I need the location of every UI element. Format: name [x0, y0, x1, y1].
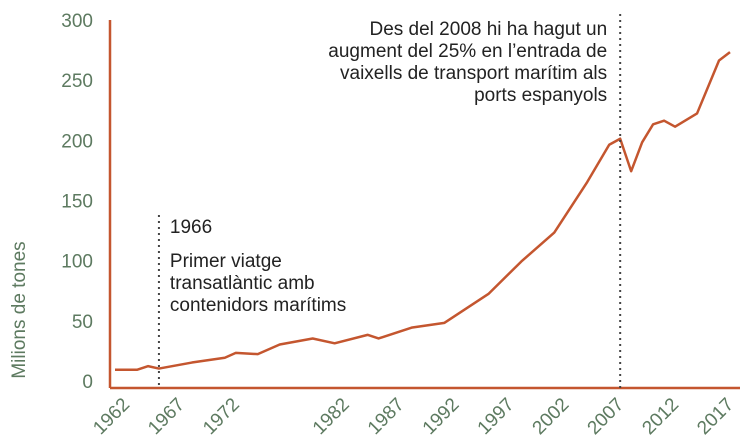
annotation-text: 1966 — [170, 217, 212, 238]
x-tick-label: 2012 — [638, 394, 683, 439]
y-tick-label: 150 — [61, 192, 93, 213]
y-tick-label: 100 — [61, 252, 93, 273]
y-tick-label: 300 — [61, 11, 93, 32]
annotation-text: augment del 25% en l’entrada de — [328, 41, 607, 62]
x-tick-label: 2002 — [529, 394, 574, 439]
y-tick-label: 50 — [72, 312, 93, 333]
x-tick-label: 1997 — [474, 394, 519, 439]
x-tick-label: 1992 — [419, 394, 464, 439]
annotation-text: vaixells de transport marítim als — [340, 63, 607, 84]
line — [115, 51, 731, 372]
x-tick-label: 1967 — [144, 394, 189, 439]
x-tick-label: 1972 — [199, 394, 244, 439]
annotation-text: Des del 2008 hi ha hagut un — [369, 19, 607, 40]
x-tick-label: 1962 — [89, 394, 134, 439]
y-tick-label: 0 — [82, 372, 93, 393]
x-tick-label: 2017 — [693, 394, 738, 439]
annotation-text: transatlàntic amb — [170, 273, 315, 294]
y-axis-label: Milions de tones — [9, 241, 30, 378]
y-tick-label: 200 — [61, 131, 93, 152]
y-tick-label: 250 — [61, 71, 93, 92]
x-tick-label: 1987 — [364, 394, 409, 439]
annotation-text: Primer viatge — [170, 251, 282, 272]
x-tick-label: 1982 — [309, 394, 354, 439]
annotation-text: ports espanyols — [474, 85, 607, 106]
x-tick-label: 2007 — [584, 394, 629, 439]
annotation-text: contenidors marítims — [170, 295, 346, 316]
